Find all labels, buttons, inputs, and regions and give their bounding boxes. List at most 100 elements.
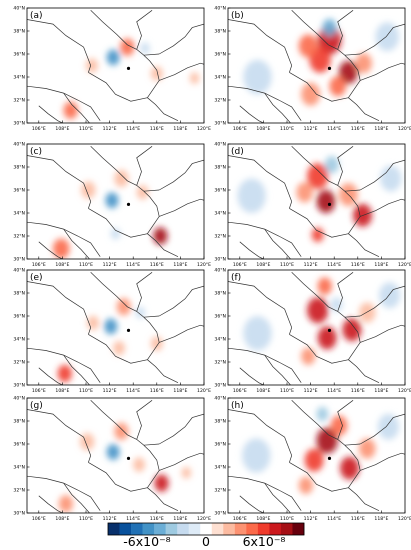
field-layer <box>242 406 400 495</box>
panel-frame <box>26 143 205 260</box>
lat-tick-label: 36°N <box>13 442 25 448</box>
colorbar-cell <box>165 523 178 535</box>
field-anomaly <box>307 297 329 324</box>
boundary-line <box>337 146 354 186</box>
lat-tick-label: 34°N <box>214 337 226 343</box>
lat-tick-label: 32°N <box>214 360 226 366</box>
boundary-line <box>38 105 63 123</box>
lat-tick-label: 34°N <box>214 465 226 471</box>
boundary-line <box>136 272 153 312</box>
boundary-line <box>228 347 302 383</box>
lon-tick-label: 106°E <box>233 516 247 522</box>
field-anomaly <box>154 474 169 492</box>
field-anomaly <box>104 318 118 335</box>
field-anomaly <box>106 49 120 66</box>
boundary-line <box>63 354 90 385</box>
boundary-line <box>27 409 92 463</box>
panel-label: (e) <box>30 273 43 283</box>
lon-tick-label: 114°E <box>126 388 140 394</box>
field-anomaly <box>243 316 272 351</box>
boundary-line <box>360 324 405 343</box>
province-boundaries <box>27 272 204 385</box>
field-anomaly <box>133 457 146 472</box>
panel-label: (c) <box>30 147 42 157</box>
lat-tick-label: 36°N <box>13 52 25 58</box>
lon-tick-label: 110°E <box>79 516 93 522</box>
boundary-line <box>63 92 90 123</box>
panel-frame <box>227 143 406 260</box>
panel-frame <box>227 397 406 514</box>
field-anomaly <box>379 282 401 309</box>
lon-tick-label: 106°E <box>233 126 247 132</box>
lon-tick-label: 118°E <box>173 516 187 522</box>
boundary-line <box>348 359 380 384</box>
lon-tick-label: 120°E <box>398 388 411 394</box>
field-layer <box>237 156 402 243</box>
colorbar-cell <box>234 523 247 535</box>
colorbar: -6x10⁻⁸ 0 6x10⁻⁸ <box>107 522 305 549</box>
lat-tick-label: 32°N <box>13 98 25 104</box>
boundary-line <box>337 10 354 50</box>
field-anomaly <box>57 364 72 383</box>
colorbar-cell <box>188 523 201 535</box>
field-anomaly <box>181 467 192 479</box>
lat-tick-label: 32°N <box>214 488 226 494</box>
boundary-line <box>239 105 264 123</box>
colorbar-cell <box>257 523 270 535</box>
field-anomaly <box>113 341 125 356</box>
field-anomaly <box>358 438 376 459</box>
lon-tick-label: 120°E <box>197 126 211 132</box>
lat-tick-label: 30°N <box>214 121 226 127</box>
field-anomaly <box>150 66 163 81</box>
boundary-line <box>27 475 101 511</box>
colorbar-cell <box>177 523 190 535</box>
field-anomaly <box>296 182 313 203</box>
lon-tick-label: 110°E <box>79 126 93 132</box>
lon-tick-label: 108°E <box>55 516 69 522</box>
colorbar-frame <box>107 522 305 536</box>
lon-tick-label: 118°E <box>374 126 388 132</box>
station-marker <box>327 456 332 460</box>
field-anomaly <box>311 227 324 243</box>
lon-tick-label: 106°E <box>233 262 247 268</box>
field-anomaly <box>317 25 342 55</box>
field-anomaly <box>86 58 98 73</box>
boundary-line <box>239 367 264 385</box>
field-anomaly <box>80 433 95 451</box>
lat-tick-label: 32°N <box>13 488 25 494</box>
panel-frame <box>227 269 406 386</box>
field-anomaly <box>304 448 324 472</box>
colorbar-cell <box>131 523 143 535</box>
lon-tick-label: 108°E <box>256 388 270 394</box>
field-anomaly <box>242 438 271 473</box>
lon-tick-label: 110°E <box>79 388 93 394</box>
lon-tick-label: 110°E <box>79 262 93 268</box>
lon-tick-label: 120°E <box>398 516 411 522</box>
lon-tick-label: 114°E <box>327 126 341 132</box>
boundary-line <box>27 155 92 209</box>
field-anomaly <box>116 298 131 316</box>
boundary-line <box>38 241 63 259</box>
province-boundaries <box>228 146 405 259</box>
lat-tick-label: 40°N <box>214 142 226 148</box>
lat-tick-label: 34°N <box>214 75 226 81</box>
lat-tick-label: 32°N <box>214 234 226 240</box>
field-anomaly <box>338 60 358 84</box>
field-anomaly <box>136 185 149 200</box>
lon-tick-label: 114°E <box>126 516 140 522</box>
lat-tick-label: 40°N <box>214 396 226 402</box>
lon-tick-label: 112°E <box>103 126 117 132</box>
field-anomaly <box>153 227 168 245</box>
field-anomaly <box>324 156 339 174</box>
lat-tick-label: 30°N <box>13 511 25 517</box>
lon-tick-label: 110°E <box>280 516 294 522</box>
station-marker <box>327 202 332 206</box>
lat-tick-label: 38°N <box>13 291 25 297</box>
province-boundaries <box>228 10 405 123</box>
boundary-line <box>337 400 354 440</box>
boundary-line <box>239 241 264 259</box>
boundary-line <box>63 228 90 259</box>
lat-tick-label: 36°N <box>13 314 25 320</box>
field-anomaly <box>298 476 313 495</box>
